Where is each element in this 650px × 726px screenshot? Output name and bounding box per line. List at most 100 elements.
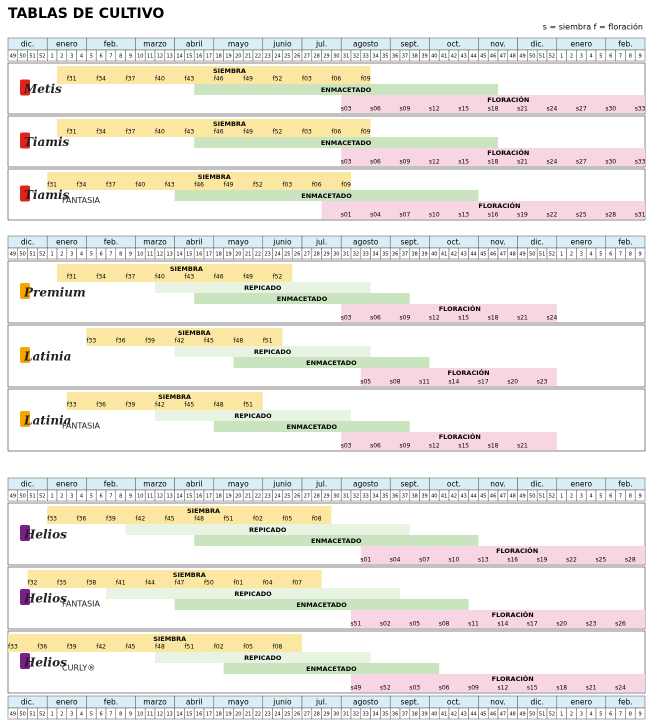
flowering-code: s18 <box>556 685 567 692</box>
week-label: 31 <box>343 712 349 718</box>
flowering-code: s20 <box>507 379 518 386</box>
phase-label: SIEMBRA <box>170 265 203 273</box>
phase-label: FLORACIÓN <box>492 610 534 619</box>
flowering-code: s23 <box>537 379 548 386</box>
flowering-code: s30 <box>605 159 616 166</box>
sowing-code: f38 <box>86 580 96 587</box>
flowering-code: s06 <box>370 106 381 113</box>
phase-label: FLORACIÓN <box>448 368 490 377</box>
week-label: 40 <box>431 54 437 60</box>
flowering-code: s06 <box>370 443 381 450</box>
month-label: feb. <box>618 40 632 49</box>
week-label: 10 <box>137 54 143 60</box>
flowering-code: s22 <box>566 557 577 564</box>
week-label: 38 <box>412 54 418 60</box>
week-label: 2 <box>60 252 63 258</box>
week-label: 6 <box>100 712 103 718</box>
sowing-code: f49 <box>243 274 253 281</box>
sowing-code: f39 <box>126 402 136 409</box>
sowing-code: f02 <box>253 516 263 523</box>
sowing-code: f37 <box>106 182 116 189</box>
flowering-code: s30 <box>605 106 616 113</box>
flowering-code: s33 <box>635 106 646 113</box>
week-label: 8 <box>629 712 632 718</box>
week-label: 6 <box>609 712 612 718</box>
week-label: 49 <box>519 712 525 718</box>
flowering-code: s17 <box>478 379 489 386</box>
sowing-code: f42 <box>96 644 106 651</box>
logo-name: Tiamis <box>24 188 70 202</box>
logo-name: Metis <box>23 82 62 96</box>
flowering-code: s28 <box>625 557 636 564</box>
flowering-code: s23 <box>586 621 597 628</box>
month-label: nov. <box>490 40 506 49</box>
week-label: 1 <box>560 494 563 500</box>
week-label: 52 <box>549 712 555 718</box>
week-label: 16 <box>196 712 202 718</box>
week-label: 11 <box>147 494 153 500</box>
week-label: 26 <box>294 54 300 60</box>
flowering-code: s13 <box>458 212 469 219</box>
week-label: 45 <box>480 252 486 258</box>
sowing-code: f48 <box>214 402 224 409</box>
week-label: 46 <box>490 494 496 500</box>
flowering-code: s18 <box>488 159 499 166</box>
week-label: 5 <box>599 54 602 60</box>
week-cell <box>634 247 646 260</box>
logo-mark <box>20 185 30 202</box>
potting-bar <box>223 663 440 674</box>
week-label: 14 <box>176 712 182 718</box>
week-label: 21 <box>245 712 251 718</box>
week-label: 29 <box>323 252 329 258</box>
logo-name: Helios <box>23 592 67 606</box>
week-label: 15 <box>186 494 192 500</box>
month-label: oct. <box>447 40 461 49</box>
sowing-code: f39 <box>106 516 116 523</box>
phase-label: ENMACETADO <box>296 601 347 609</box>
month-label: jul. <box>315 40 327 49</box>
phase-label: ENMACETADO <box>306 359 357 367</box>
flowering-code: s17 <box>527 621 538 628</box>
phase-label: REPICADO <box>234 412 272 420</box>
week-label: 4 <box>590 712 593 718</box>
week-label: 32 <box>353 712 359 718</box>
sowing-code: f36 <box>96 402 106 409</box>
flowering-code: s07 <box>400 212 411 219</box>
week-label: 13 <box>167 54 173 60</box>
week-label: 14 <box>176 252 182 258</box>
month-label: mayo <box>228 698 249 707</box>
flowering-code: s15 <box>527 685 538 692</box>
week-label: 1 <box>560 54 563 60</box>
week-label: 3 <box>580 54 583 60</box>
sowing-code: f40 <box>135 182 145 189</box>
flowering-bar <box>351 674 645 692</box>
week-label: 12 <box>157 252 163 258</box>
sowing-code: f42 <box>175 338 185 345</box>
flowering-code: s14 <box>498 621 509 628</box>
week-label: 42 <box>451 252 457 258</box>
week-label: 19 <box>225 252 231 258</box>
week-label: 35 <box>382 494 388 500</box>
flowering-code: s18 <box>488 315 499 322</box>
phase-label: ENMACETADO <box>306 665 357 673</box>
week-label: 4 <box>590 494 593 500</box>
week-label: 41 <box>441 54 447 60</box>
week-label: 1 <box>560 252 563 258</box>
flowering-code: s13 <box>478 557 489 564</box>
sowing-code: f34 <box>77 182 87 189</box>
week-label: 12 <box>157 712 163 718</box>
week-label: 18 <box>216 712 222 718</box>
week-label: 11 <box>147 712 153 718</box>
week-label: 14 <box>176 494 182 500</box>
month-label: junio <box>272 40 292 49</box>
week-label: 50 <box>20 54 26 60</box>
month-label: jul. <box>315 698 327 707</box>
week-label: 44 <box>470 54 476 60</box>
flowering-code: s21 <box>517 443 528 450</box>
sowing-code: f09 <box>361 76 371 83</box>
sowing-code: f36 <box>116 338 126 345</box>
flowering-code: s19 <box>517 212 528 219</box>
flowering-code: s12 <box>429 443 440 450</box>
logo-mark <box>20 411 30 427</box>
week-label: 37 <box>402 252 408 258</box>
